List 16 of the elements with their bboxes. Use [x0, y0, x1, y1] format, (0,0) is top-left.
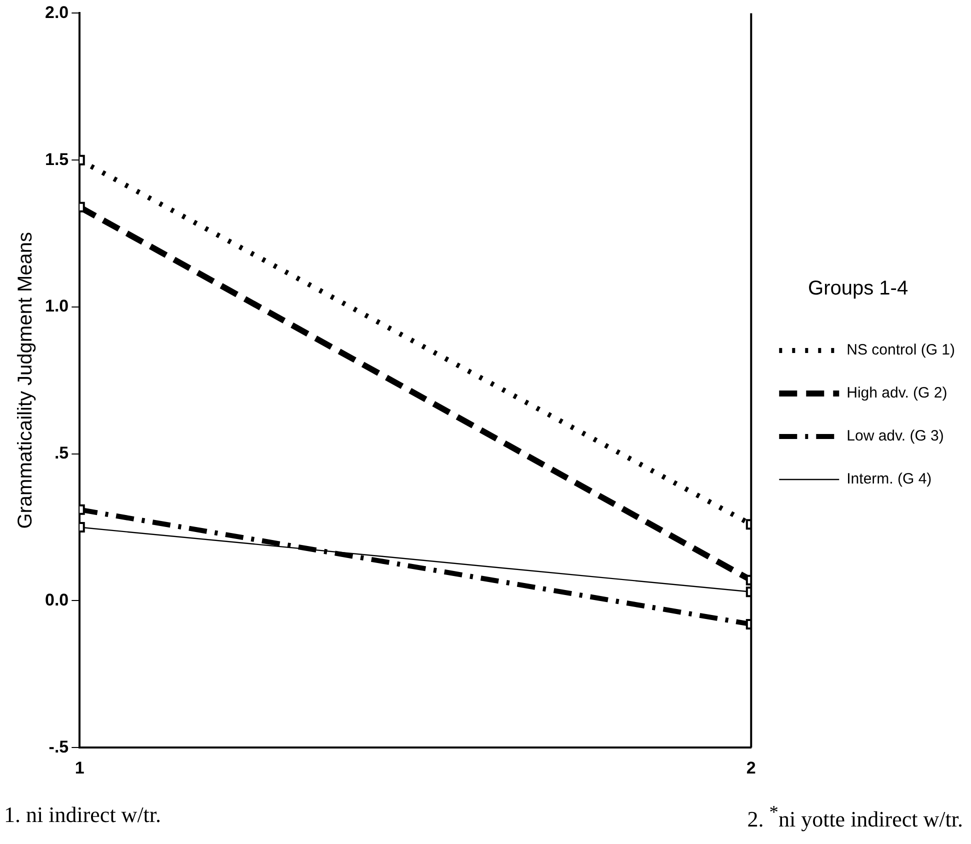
y-tick-label: -.5: [48, 737, 69, 756]
y-axis-title: Grammaticaility Judgment Means: [14, 232, 37, 529]
text: 2. $^{*}$ni yotte indirect w/tr.: [747, 802, 963, 832]
legend-label: High adv. (G 2): [846, 384, 948, 402]
text: 1. ni indirect w/tr.: [4, 802, 162, 828]
legend-title: Groups 1-4: [808, 278, 908, 300]
x-tick-label: 1: [74, 758, 84, 778]
legend-label: Interm. (G 4): [846, 470, 932, 488]
y-tick-label: 1.5: [44, 150, 69, 169]
y-tick-label: 0.0: [44, 590, 69, 610]
x-tick-label: 2: [746, 758, 756, 778]
legend-label: NS control (G 1): [846, 342, 956, 359]
y-tick-label: .5: [54, 444, 69, 463]
legend-label: Low adv. (G 3): [846, 428, 944, 445]
y-tick-label: 1.0: [44, 296, 69, 316]
y-tick-label: 2.0: [44, 2, 69, 22]
